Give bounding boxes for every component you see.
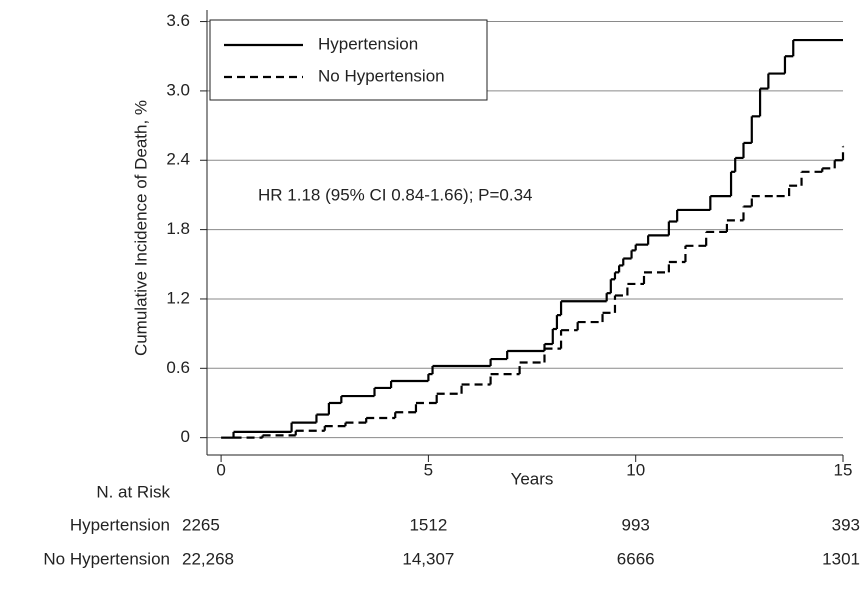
series xyxy=(233,146,845,439)
y-tick-label: 3.0 xyxy=(166,80,190,99)
risk-row-label: Hypertension xyxy=(70,515,170,534)
risk-value: 1301 xyxy=(822,549,860,568)
y-tick-label: 1.2 xyxy=(166,288,190,307)
legend-label: Hypertension xyxy=(318,34,418,53)
risk-value: 14,307 xyxy=(402,549,454,568)
risk-value: 6666 xyxy=(617,549,655,568)
risk-title: N. at Risk xyxy=(96,482,170,501)
x-tick-label: 10 xyxy=(626,460,645,479)
risk-row-label: No Hypertension xyxy=(43,549,170,568)
x-tick-label: 0 xyxy=(216,460,225,479)
series xyxy=(221,38,843,439)
risk-value: 1512 xyxy=(409,515,447,534)
y-tick-label: 0 xyxy=(181,427,190,446)
risk-value: 393 xyxy=(832,515,860,534)
y-tick-label: 2.4 xyxy=(166,150,190,169)
x-axis-label: Years xyxy=(511,469,554,488)
annotation: HR 1.18 (95% CI 0.84-1.66); P=0.34 xyxy=(258,185,533,204)
x-tick-label: 15 xyxy=(834,460,853,479)
legend-box xyxy=(209,19,488,101)
y-tick-label: 0.6 xyxy=(166,358,190,377)
risk-value: 993 xyxy=(622,515,650,534)
legend-label: No Hypertension xyxy=(318,66,445,85)
risk-value: 22,268 xyxy=(182,549,234,568)
x-tick-label: 5 xyxy=(424,460,433,479)
risk-value: 2265 xyxy=(182,515,220,534)
y-tick-label: 1.8 xyxy=(166,219,190,238)
y-tick-label: 3.6 xyxy=(166,11,190,30)
y-axis-label: Cumulative Incidence of Death, % xyxy=(131,100,150,356)
